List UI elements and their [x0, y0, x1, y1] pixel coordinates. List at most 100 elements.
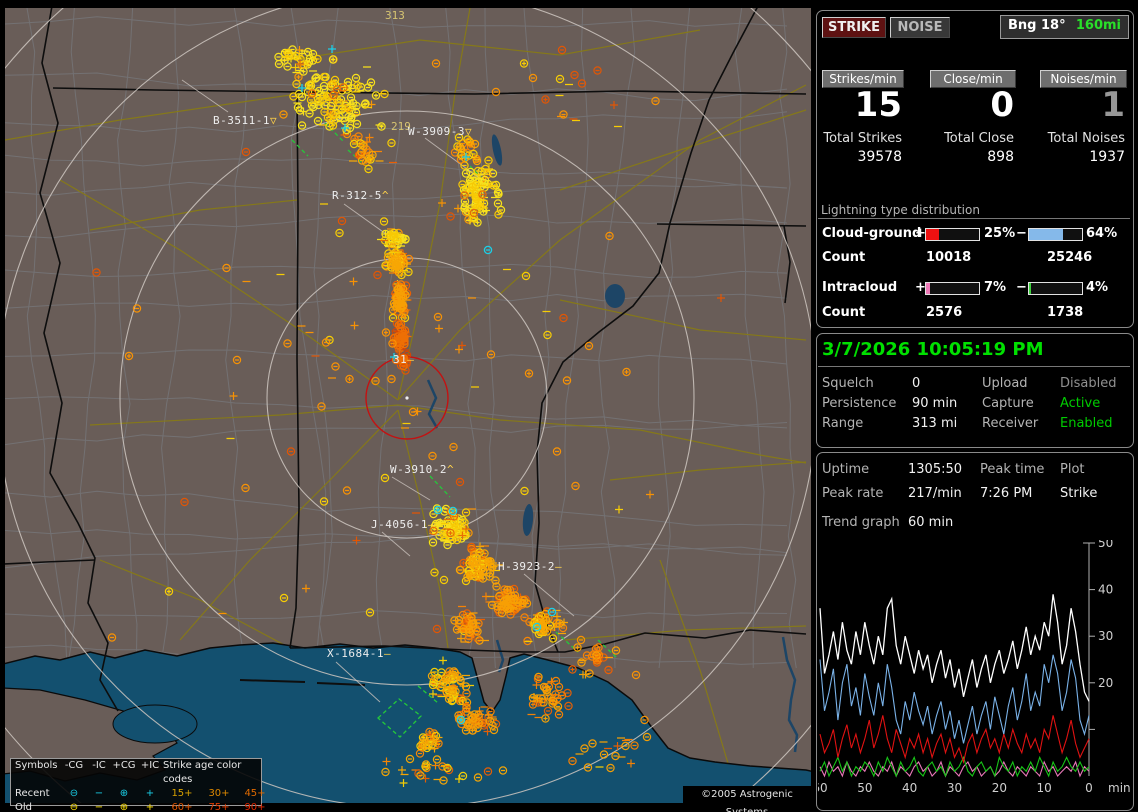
ic-count-label: Count — [822, 305, 866, 320]
old-cg-neg-icon: ⊖ — [69, 802, 79, 812]
y-tick-label: 30 — [1098, 629, 1113, 643]
persistence-value: 90 min — [912, 396, 958, 411]
trend-series--cg — [819, 715, 1090, 765]
age-90: 90+ — [244, 802, 266, 812]
x-tick-label: 30 — [947, 781, 962, 795]
peak-time-value: 7:26 PM — [980, 486, 1033, 501]
range-setting-value: 313 mi — [912, 416, 958, 431]
close-rate-value: 0 — [990, 85, 1014, 125]
recent-ic-pos-icon: + — [145, 788, 155, 799]
cg-count-label: Count — [822, 250, 866, 265]
strike-toggle-button[interactable]: STRIKE — [822, 17, 886, 38]
total-noises-label: Total Noises — [1047, 131, 1125, 146]
cg-minus-pct: 64% — [1086, 226, 1118, 241]
legend-age-title: Strike age color codes — [163, 760, 242, 785]
upload-label: Upload — [982, 376, 1028, 391]
range-value: 160mi — [1075, 18, 1121, 33]
legend-col-cg-pos: +CG — [112, 760, 136, 771]
bearing-range-readout: Bng 18° 160mi — [1000, 15, 1129, 39]
cg-plus-pct: 25% — [984, 226, 1016, 241]
y-tick-label: 50 — [1098, 540, 1113, 550]
storm-cell-label: 31– — [393, 353, 414, 366]
intracloud-label: Intracloud — [822, 280, 898, 295]
total-strikes-label: Total Strikes — [823, 131, 902, 146]
strike-rate-value: 15 — [854, 85, 902, 125]
plot-label: Plot — [1060, 462, 1085, 477]
recent-cg-pos-icon: ⊕ — [119, 788, 129, 799]
storm-cell-label: R-312-5^ — [332, 189, 389, 202]
status-divider — [818, 366, 1130, 367]
peak-rate-value: 217/min — [908, 486, 962, 501]
trend-series--ic — [819, 755, 1090, 778]
trend-series--cg — [819, 654, 1090, 744]
age-30: 30+ — [208, 788, 230, 799]
ring-label: 313 — [385, 9, 405, 22]
status-panel — [816, 333, 1134, 448]
old-ic-neg-icon: − — [94, 802, 104, 812]
legend-recent-label: Recent — [15, 788, 50, 799]
ic-plus-bar — [925, 282, 980, 295]
trend-series--ic — [819, 760, 1090, 778]
peak-rate-label: Peak rate — [822, 486, 884, 501]
plot-value: Strike — [1060, 486, 1098, 501]
legend-col-cg-neg: -CG — [64, 760, 84, 771]
ic-minus-bar — [1028, 282, 1083, 295]
cg-minus-count: 25246 — [1047, 250, 1093, 265]
storm-cell-label: H-3923-2– — [498, 560, 562, 573]
distribution-divider — [818, 218, 1130, 219]
trend-graph-value: 60 min — [908, 515, 954, 530]
date-time: 3/7/2026 10:05:19 PM — [822, 339, 1044, 360]
squelch-value: 0 — [912, 376, 921, 391]
ic-plus-pct: 7% — [984, 280, 1007, 295]
storm-cell-label: B-3511-1▽ — [213, 114, 277, 127]
old-ic-pos-icon: + — [145, 802, 155, 812]
cg-plus-sign: + — [915, 226, 926, 241]
old-cg-pos-icon: ⊕ — [119, 802, 129, 812]
legend-col-ic-pos: +IC — [140, 760, 160, 771]
peak-time-label: Peak time — [980, 462, 1045, 477]
trend-series-total-strikes — [819, 594, 1090, 702]
upload-value: Disabled — [1060, 376, 1117, 391]
squelch-label: Squelch — [822, 376, 874, 391]
uptime-value: 1305:50 — [908, 462, 963, 477]
ic-minus-count: 1738 — [1047, 305, 1084, 320]
trend-graph: 50 40 30 20 60 50 40 30 20 10 0 min — [812, 536, 1134, 802]
x-tick-label: 50 — [857, 781, 872, 795]
map-canvas[interactable]: 219 313 B-3511-1▽ W-3909-3▽ R-312-5^ 31– W-391… — [5, 8, 811, 803]
legend-col-ic-neg: -IC — [92, 760, 106, 771]
legend-header-row: Symbols -CG -IC +CG +IC Strike age color… — [11, 759, 261, 787]
cg-minus-bar — [1028, 228, 1083, 241]
noise-rate-value: 1 — [1101, 85, 1125, 125]
total-noises-value: 1937 — [1089, 149, 1125, 165]
y-tick-label: 20 — [1098, 676, 1113, 690]
total-strikes-value: 39578 — [857, 149, 902, 165]
cloud-ground-label: Cloud-ground — [822, 226, 922, 241]
age-75: 75+ — [208, 802, 230, 812]
storm-cell-label: W-3910-2^ — [390, 463, 454, 476]
x-tick-label: 40 — [902, 781, 917, 795]
total-close-label: Total Close — [944, 131, 1014, 146]
x-tick-label: 20 — [992, 781, 1007, 795]
range-label: Range — [822, 416, 864, 431]
noise-toggle-button[interactable]: NOISE — [890, 17, 950, 38]
legend-old-row: Old ⊖ − ⊕ + 60+ 75+ 90+ — [11, 801, 266, 812]
y-tick-label: 40 — [1098, 583, 1113, 597]
capture-value: Active — [1060, 396, 1101, 411]
recent-cg-neg-icon: ⊖ — [69, 788, 79, 799]
ic-plus-sign: + — [915, 280, 926, 295]
cg-plus-bar — [925, 228, 980, 241]
age-15: 15+ — [171, 788, 193, 799]
storm-cell-label: J-4056-1– — [371, 518, 435, 531]
trend-graph-canvas: 50 40 30 20 60 50 40 30 20 10 0 min — [812, 536, 1131, 795]
x-tick-label: 10 — [1037, 781, 1052, 795]
strikes-per-min-label: Strikes/min — [822, 70, 904, 88]
ring-label: 219 — [391, 120, 411, 133]
uptime-label: Uptime — [822, 462, 870, 477]
noises-per-min-label: Noises/min — [1040, 70, 1127, 88]
trend-graph-label: Trend graph — [822, 515, 900, 530]
x-axis-unit: min — [1108, 781, 1131, 795]
lightning-map[interactable]: 219 313 B-3511-1▽ W-3909-3▽ R-312-5^ 31– W-391… — [5, 8, 811, 812]
x-tick-label: 0 — [1085, 781, 1093, 795]
close-per-min-label: Close/min — [930, 70, 1016, 88]
